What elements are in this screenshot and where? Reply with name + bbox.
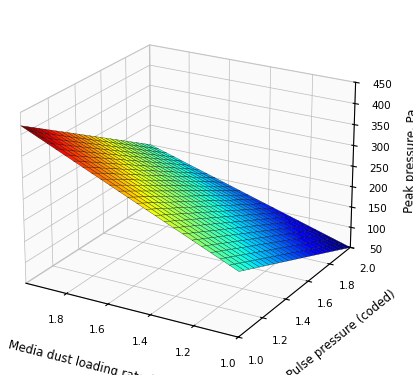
X-axis label: Media dust loading rate (coded): Media dust loading rate (coded) <box>7 339 193 375</box>
Y-axis label: Pulse pressure (coded): Pulse pressure (coded) <box>284 288 397 375</box>
